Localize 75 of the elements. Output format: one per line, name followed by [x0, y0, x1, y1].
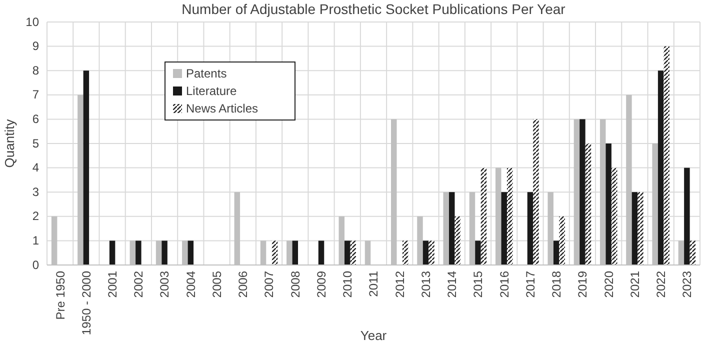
bar [188, 240, 194, 265]
bar [611, 168, 618, 265]
y-tick-label: 3 [32, 184, 40, 199]
bar [350, 240, 356, 265]
y-tick-label: 4 [32, 160, 40, 175]
bar [501, 192, 507, 265]
bar [480, 168, 487, 265]
x-tick-label: 2015 [471, 270, 486, 298]
bar [585, 144, 592, 265]
x-tick-label: 2021 [628, 270, 642, 298]
x-tick-label: 2002 [132, 270, 146, 298]
x-tick-label: 2012 [392, 270, 407, 298]
bar [559, 216, 565, 265]
bar [527, 192, 534, 265]
bar [136, 240, 142, 265]
x-tick-label: 2017 [523, 270, 538, 298]
bar [162, 240, 168, 265]
bar [83, 70, 90, 265]
bar [506, 168, 513, 265]
bar [109, 240, 116, 265]
y-axis-title: Quantity [2, 118, 17, 168]
y-tick-label: 2 [32, 209, 40, 224]
x-tick-label: 2003 [158, 270, 172, 298]
legend-label: Patents [186, 66, 227, 80]
bar [448, 192, 455, 265]
bar [344, 240, 350, 265]
x-tick-label: 2009 [314, 270, 328, 298]
y-tick-label: 1 [32, 234, 40, 248]
x-tick-label: 2018 [550, 270, 564, 298]
bar [553, 240, 560, 265]
bar [475, 240, 481, 265]
bar [318, 240, 324, 265]
y-tick-label: 6 [32, 112, 40, 126]
x-tick-label: 2020 [602, 270, 616, 298]
x-tick-label: 2023 [680, 270, 694, 298]
x-tick-label: 2008 [288, 270, 302, 298]
x-tick-label: 2006 [236, 270, 250, 298]
x-tick-label: Pre 1950 [53, 270, 68, 320]
x-tick-label: 1950 - 2000 [79, 270, 94, 336]
legend-label: Literature [186, 84, 238, 98]
y-tick-label: 5 [32, 136, 40, 150]
bar [684, 168, 690, 265]
x-tick-label: 2004 [184, 270, 198, 298]
bar [664, 46, 670, 265]
bar [658, 70, 664, 265]
bar [428, 240, 434, 265]
bar [292, 240, 298, 265]
y-tick-label: 7 [32, 88, 40, 102]
x-tick-label: 2005 [210, 270, 224, 298]
x-tick-label: 2019 [576, 270, 590, 298]
bar [580, 119, 586, 265]
chart-title: Number of Adjustable Prosthetic Socket Publications Per Year [182, 1, 566, 17]
x-tick-label: 2013 [418, 270, 433, 298]
y-tick-label: 10 [26, 14, 40, 29]
y-tick-label: 9 [32, 39, 40, 54]
bar [272, 240, 278, 265]
bar [606, 144, 612, 265]
x-tick-label: 2016 [497, 270, 512, 298]
x-tick-label: 2011 [366, 270, 381, 297]
bar [533, 119, 539, 265]
x-axis-title: Year [360, 328, 388, 343]
bar [690, 240, 696, 265]
bar [454, 216, 460, 265]
bar [422, 240, 429, 265]
legend-label: News Articles [186, 102, 258, 116]
x-tick-label: 2001 [106, 270, 120, 298]
bar [402, 240, 408, 265]
x-tick-label: 2014 [445, 270, 460, 298]
bar [638, 192, 644, 265]
x-tick-label: 2010 [340, 270, 355, 298]
x-tick-label: 2022 [654, 270, 668, 298]
y-tick-label: 8 [32, 63, 40, 78]
x-tick-label: 2007 [262, 270, 276, 298]
bar [632, 192, 638, 265]
y-tick-label: 0 [32, 258, 40, 272]
